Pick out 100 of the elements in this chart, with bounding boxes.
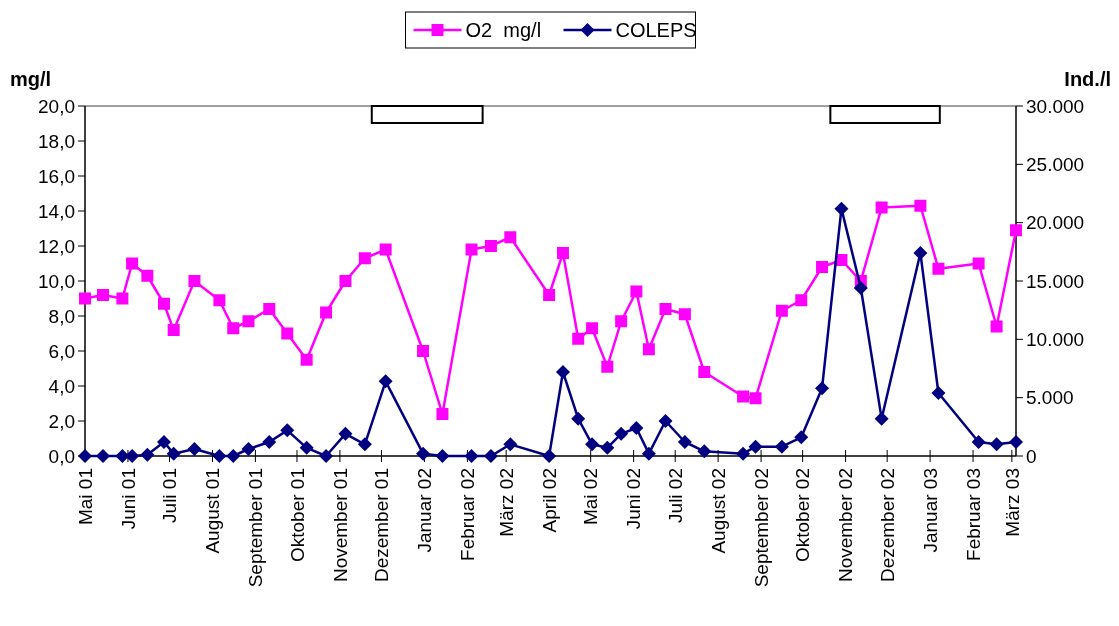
y2-tick-label: 0 <box>1026 445 1037 467</box>
point <box>659 303 672 315</box>
point <box>642 343 655 356</box>
point <box>166 446 181 461</box>
point <box>378 374 393 389</box>
point <box>115 449 130 463</box>
y-tick-label: 18,0 <box>38 130 75 152</box>
x-tick-label: Mai 02 <box>580 468 602 526</box>
point <box>697 444 712 459</box>
point <box>156 435 171 449</box>
point <box>263 303 276 315</box>
point <box>140 447 155 462</box>
point <box>96 449 111 463</box>
y-tick-label: 2,0 <box>48 410 75 432</box>
point <box>417 345 430 357</box>
point <box>483 449 498 463</box>
legend-label: COLEPS <box>615 19 697 41</box>
point <box>319 449 334 463</box>
point <box>416 446 431 461</box>
x-tick-label: März 02 <box>495 468 517 537</box>
point <box>571 411 586 426</box>
y-axis-title: mg/l <box>10 68 52 90</box>
point <box>503 437 518 452</box>
point <box>615 315 628 328</box>
y-tick-label: 0,0 <box>48 445 75 467</box>
x-tick-label: August 01 <box>202 468 224 554</box>
x-tick-label: Juni 02 <box>623 468 645 530</box>
point <box>280 423 295 438</box>
x-tick-label: Juni 01 <box>117 468 139 530</box>
point <box>914 199 927 212</box>
point <box>125 449 140 463</box>
point <box>989 437 1004 452</box>
point <box>990 320 1003 333</box>
x-tick-label: Oktober 01 <box>286 468 308 562</box>
point <box>555 365 570 379</box>
y2-tick-label: 25.000 <box>1026 153 1085 175</box>
point <box>320 306 333 319</box>
x-tick-label: April 02 <box>538 468 560 533</box>
y-tick-label: 14,0 <box>38 200 75 222</box>
point <box>678 308 691 321</box>
point <box>188 275 201 287</box>
point <box>932 262 945 275</box>
point <box>484 240 497 252</box>
point <box>358 252 371 265</box>
point <box>641 446 656 461</box>
point <box>357 437 372 452</box>
point <box>543 289 556 301</box>
point <box>875 201 888 214</box>
point <box>630 285 643 298</box>
y2-tick-label: 20.000 <box>1026 212 1085 234</box>
point <box>97 289 110 301</box>
point <box>339 275 352 287</box>
point <box>116 292 129 305</box>
x-tick-label: Dezember 02 <box>876 468 898 583</box>
point <box>815 381 830 396</box>
x-tick-label: Oktober 02 <box>792 468 814 562</box>
point <box>931 386 946 400</box>
x-tick-label: Januar 03 <box>919 468 941 553</box>
x-tick-label: März 03 <box>1001 468 1023 537</box>
point <box>614 426 629 441</box>
point <box>187 442 202 456</box>
point <box>698 366 711 378</box>
x-tick-label: November 02 <box>835 468 857 583</box>
x-tick-label: August 02 <box>707 468 729 554</box>
point <box>213 294 226 307</box>
x-tick-label: Januar 02 <box>414 468 436 553</box>
point <box>241 442 256 456</box>
point <box>834 201 849 216</box>
point <box>1009 435 1023 449</box>
y-tick-label: 16,0 <box>38 165 75 187</box>
x-tick-label: Februar 03 <box>962 468 984 561</box>
x-tick-label: Juli 02 <box>664 468 686 523</box>
point <box>749 392 762 405</box>
y2-tick-label: 10.000 <box>1026 328 1085 350</box>
y2-tick-label: 5.000 <box>1026 387 1074 409</box>
y-tick-label: 10,0 <box>38 270 75 292</box>
point <box>629 421 644 435</box>
y-tick-label: 6,0 <box>48 340 75 362</box>
point <box>736 446 751 461</box>
point <box>435 449 450 463</box>
point <box>227 322 240 335</box>
x-tick-label: September 01 <box>245 468 267 588</box>
y2-tick-label: 30.000 <box>1026 95 1085 117</box>
point <box>585 437 600 452</box>
point <box>601 360 614 373</box>
x-tick-label: Dezember 01 <box>371 468 393 583</box>
point <box>464 449 479 463</box>
point <box>167 324 180 336</box>
y-tick-label: 20,0 <box>38 95 75 117</box>
point <box>971 435 986 449</box>
point <box>972 257 985 270</box>
point <box>795 294 808 307</box>
point <box>774 439 789 454</box>
x-tick-label: September 02 <box>750 468 772 588</box>
point <box>586 322 599 335</box>
point <box>572 332 585 345</box>
point <box>300 353 313 366</box>
point <box>737 390 750 403</box>
point <box>126 257 139 270</box>
x-tick-label: Februar 02 <box>457 468 479 561</box>
